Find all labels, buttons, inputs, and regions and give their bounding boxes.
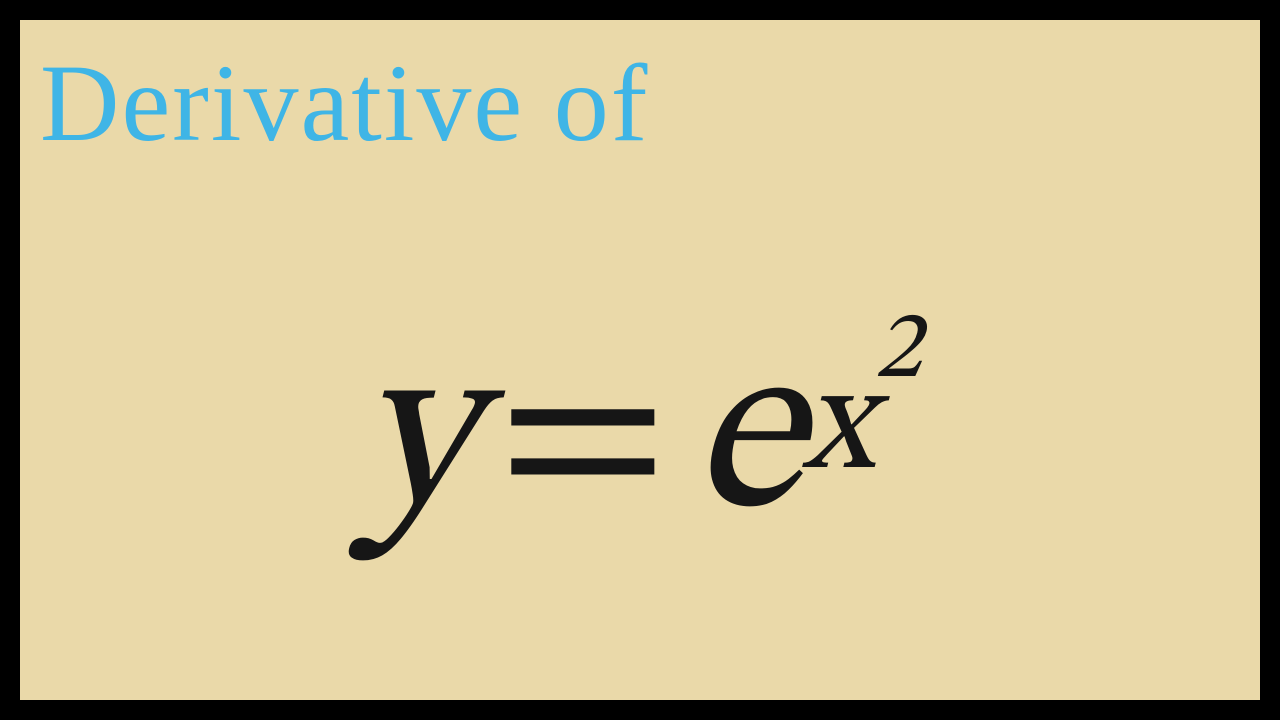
equation-rhs-exponent: x2 [802, 353, 921, 503]
equals-sign: = [478, 322, 687, 562]
exp-exp-2: 2 [874, 304, 921, 399]
slide-card: Derivative of y = ex2 [20, 20, 1260, 700]
equation-rhs-base: e [691, 322, 802, 562]
exp-x: x [802, 353, 874, 503]
equation: y = ex2 [359, 322, 922, 562]
equation-lhs: y [359, 322, 475, 562]
slide-title: Derivative of [40, 40, 649, 167]
outer-frame: Derivative of y = ex2 [0, 0, 1280, 720]
